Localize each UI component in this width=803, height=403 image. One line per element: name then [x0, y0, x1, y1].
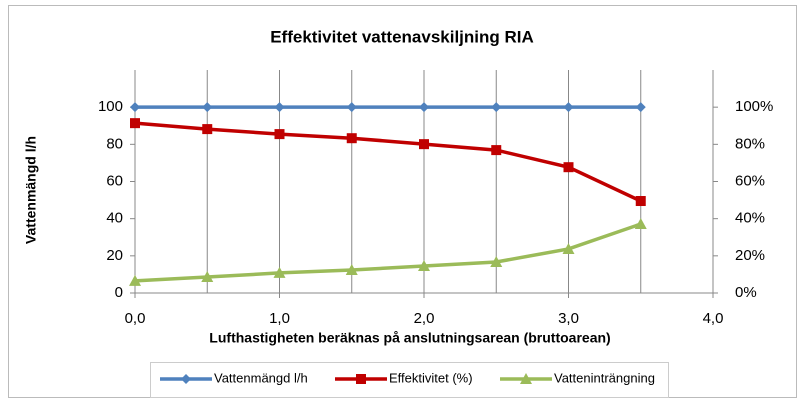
series-line [134, 121, 642, 203]
data-point [635, 196, 646, 207]
data-point [418, 260, 430, 272]
legend-label: Vatteninträngning [554, 370, 655, 385]
data-point [419, 139, 429, 150]
y2-tick-label: 60% [735, 172, 765, 189]
data-point [273, 266, 286, 278]
data-point [130, 118, 140, 129]
legend-box [150, 362, 669, 398]
x-axis-label: Lufthastigheten beräknas på anslutningsa… [209, 330, 610, 346]
x-tick-label: 4,0 [703, 310, 724, 327]
legend-marker [181, 374, 191, 384]
data-point [202, 124, 213, 135]
chart-border [8, 5, 797, 398]
data-point [129, 274, 141, 286]
y-tick-label: 20 [106, 247, 123, 264]
y2-tick-label: 40% [735, 210, 765, 227]
y-tick-label: 100 [98, 98, 123, 115]
data-point [634, 218, 647, 230]
y-axis-label: Vattenmängd l/h [23, 136, 39, 244]
data-point [419, 102, 429, 113]
legend-label: Vattenmängd l/h [214, 370, 308, 385]
y-tick-label: 40 [106, 210, 123, 227]
data-point [201, 271, 214, 283]
data-point [274, 102, 285, 113]
data-point [345, 263, 358, 275]
data-point [635, 102, 646, 113]
data-point [490, 255, 503, 267]
y2-tick-label: 20% [735, 247, 765, 264]
x-tick-label: 0,0 [125, 310, 146, 327]
y2-tick-label: 0% [735, 284, 757, 301]
y2-tick-label: 100% [735, 98, 773, 115]
y-tick-label: 80 [106, 135, 123, 152]
data-point [130, 102, 140, 113]
data-point [202, 102, 213, 113]
legend-label: Effektivitet (%) [389, 370, 473, 385]
x-tick-label: 1,0 [269, 310, 290, 327]
data-point [491, 145, 502, 156]
data-point [563, 162, 574, 173]
data-point [491, 102, 502, 113]
data-point [562, 242, 575, 254]
legend-marker [520, 373, 532, 384]
x-tick-label: 3,0 [558, 310, 579, 327]
series-line [134, 222, 642, 283]
chart-title: Effektivitet vattenavskiljning RIA [270, 27, 534, 46]
data-point [346, 102, 357, 113]
title-box [222, 22, 582, 54]
legend-marker [356, 374, 366, 384]
data-point [563, 102, 574, 113]
data-point [346, 133, 357, 144]
y2-tick-label: 80% [735, 135, 765, 152]
y-tick-label: 60 [106, 172, 123, 189]
x-tick-label: 2,0 [414, 310, 435, 327]
y-tick-label: 0 [115, 284, 123, 301]
data-point [274, 129, 285, 140]
